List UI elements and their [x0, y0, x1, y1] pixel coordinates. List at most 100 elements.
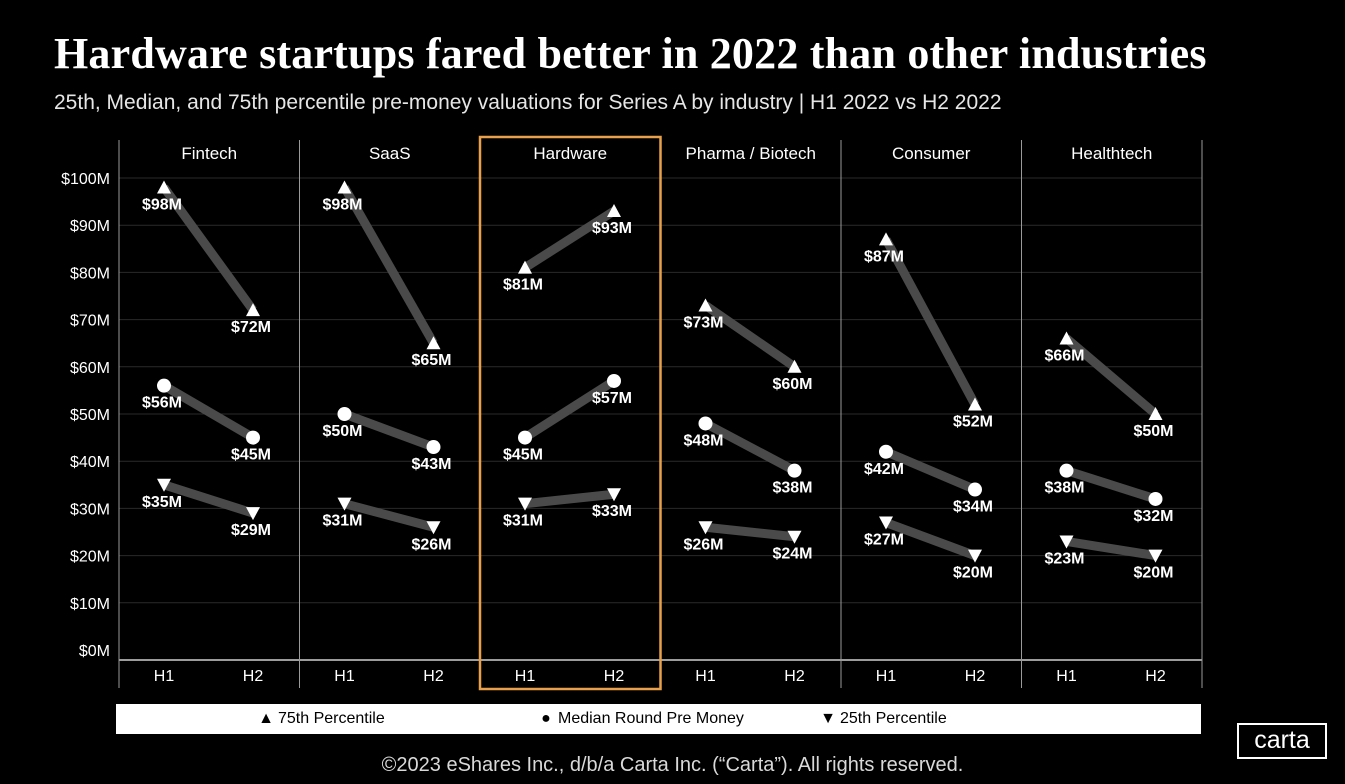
panel-title: Pharma / Biotech — [686, 144, 816, 163]
data-point — [968, 397, 982, 411]
data-label: $98M — [142, 196, 182, 213]
triangle-up-icon: ▲ — [258, 710, 274, 727]
data-label: $93M — [592, 220, 632, 237]
data-label: $50M — [1133, 423, 1173, 440]
data-label: $56M — [142, 395, 182, 412]
data-point — [607, 488, 621, 502]
data-label: $20M — [953, 565, 993, 582]
data-point — [1148, 549, 1163, 563]
y-tick-label: $0M — [79, 643, 110, 660]
data-label: $48M — [683, 432, 723, 449]
series-line — [1063, 335, 1159, 418]
carta-logo: carta — [1237, 723, 1327, 759]
data-label: $34M — [953, 499, 993, 516]
data-label: $20M — [1133, 565, 1173, 582]
data-point — [518, 497, 532, 511]
data-label: $65M — [411, 352, 451, 369]
x-tick-label: H2 — [243, 668, 264, 685]
data-point — [157, 378, 171, 393]
x-tick-label: H1 — [154, 668, 175, 685]
data-label: $52M — [953, 414, 993, 431]
data-label: $35M — [142, 494, 182, 511]
series-line — [343, 499, 435, 532]
triangle-down-icon: ▼ — [820, 710, 836, 727]
x-tick-label: H1 — [334, 668, 355, 685]
data-label: $26M — [411, 536, 451, 553]
data-label: $26M — [683, 536, 723, 553]
data-point — [246, 430, 260, 445]
data-point — [426, 336, 441, 350]
series-line — [161, 381, 256, 442]
y-tick-label: $100M — [61, 171, 110, 188]
data-label: $27M — [864, 532, 904, 549]
data-label: $73M — [683, 314, 723, 331]
data-point — [1059, 331, 1074, 345]
data-point — [337, 180, 352, 194]
panel-title: Consumer — [892, 144, 971, 163]
data-point — [157, 180, 171, 194]
data-point — [1059, 463, 1074, 478]
series-line — [524, 489, 615, 509]
legend-item-median: ● Median Round Pre Money — [538, 710, 744, 728]
series-line — [884, 518, 977, 560]
data-point — [879, 232, 893, 246]
series-line — [160, 184, 257, 313]
data-point — [787, 463, 802, 478]
data-label: $29M — [231, 522, 271, 539]
y-tick-label: $80M — [70, 265, 110, 282]
legend-label: Median Round Pre Money — [558, 710, 744, 727]
chart-subtitle: 25th, Median, and 75th percentile pre-mo… — [54, 91, 1002, 114]
data-point — [337, 497, 352, 511]
y-tick-label: $20M — [70, 549, 110, 566]
data-label: $24M — [772, 546, 812, 563]
data-label: $60M — [772, 376, 812, 393]
x-tick-label: H2 — [784, 668, 805, 685]
series-line — [1065, 536, 1157, 561]
panel-title: SaaS — [369, 144, 411, 163]
data-point — [787, 530, 802, 544]
data-label: $45M — [503, 447, 543, 464]
data-point — [879, 516, 893, 530]
data-label: $38M — [772, 480, 812, 497]
legend-item-75th: ▲ 75th Percentile — [258, 710, 385, 728]
data-point — [787, 359, 802, 373]
highlight-box-hardware — [478, 135, 662, 691]
chart-title: Hardware startups fared better in 2022 t… — [54, 29, 1207, 78]
x-tick-label: H2 — [604, 668, 625, 685]
data-point — [426, 521, 441, 535]
chart-canvas: $0M $10M $20M $30M $40M $50M $60M $70M $80M $90M $… — [61, 135, 1203, 691]
y-tick-label: $50M — [70, 407, 110, 424]
series-line — [340, 185, 438, 346]
data-point — [607, 373, 621, 388]
series-line — [342, 409, 436, 452]
panel-title: Healthtech — [1071, 144, 1152, 163]
data-point — [698, 521, 713, 535]
data-point — [698, 298, 713, 312]
series-line — [884, 447, 977, 494]
data-point — [879, 444, 893, 459]
data-label: $72M — [231, 319, 271, 336]
y-tick-label: $70M — [70, 313, 110, 330]
legend-label: 75th Percentile — [278, 710, 385, 727]
series-line — [522, 377, 617, 442]
data-label: $23M — [1044, 550, 1084, 567]
legend-label: 25th Percentile — [840, 710, 947, 727]
x-tick-label: H2 — [423, 668, 444, 685]
y-tick-label: $60M — [70, 360, 110, 377]
x-tick-label: H1 — [695, 668, 716, 685]
data-label: $43M — [411, 456, 451, 473]
series-line — [1065, 466, 1157, 504]
data-point — [246, 507, 260, 521]
y-tick-label: $40M — [70, 454, 110, 471]
x-tick-label: H1 — [1056, 668, 1077, 685]
data-point — [1148, 407, 1163, 420]
data-point — [157, 478, 171, 492]
data-point — [246, 303, 260, 317]
data-label: $81M — [503, 277, 543, 294]
data-point — [1059, 535, 1074, 549]
series-line — [522, 207, 617, 272]
panel-title: Hardware — [533, 144, 607, 163]
data-point — [968, 549, 982, 563]
data-point — [607, 204, 621, 218]
data-point — [968, 482, 982, 497]
